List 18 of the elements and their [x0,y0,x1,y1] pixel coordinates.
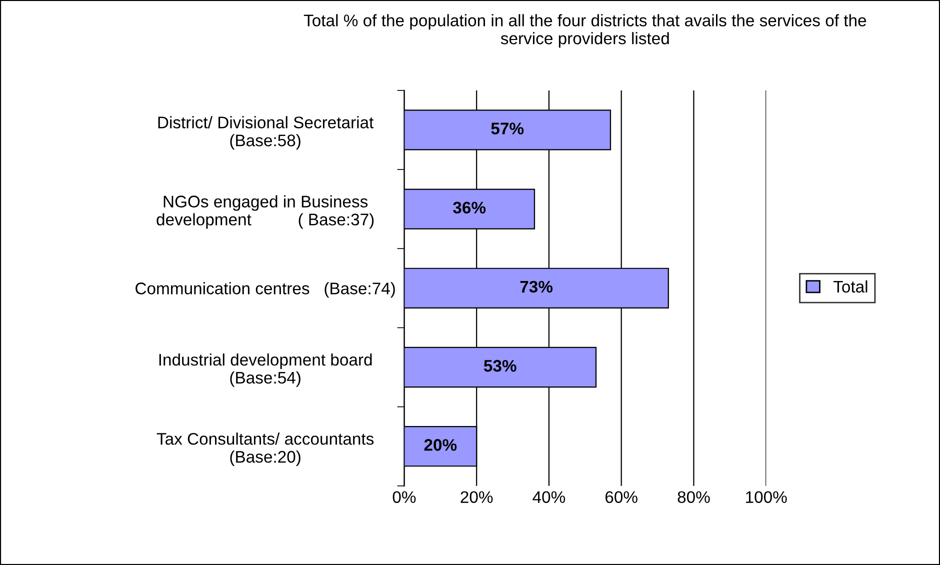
x-tick-label: 60% [606,491,638,504]
legend-label: Total [833,280,868,293]
x-tick-label: 20% [460,491,493,504]
data-label: 36% [453,202,486,214]
x-tick-label: 0% [392,491,416,504]
data-label: 73% [520,280,553,293]
chart-title: Total % of the population in all the four districts that avails the services of the service providers listed [304,14,866,48]
y-tick-label: Tax Consultants/ accountants (Base:20) [156,432,374,466]
x-tick-label: 100% [746,491,787,504]
x-tick-label: 40% [532,491,566,504]
data-label: 20% [424,439,457,451]
y-tick-label: Communication centres (Base:74) [136,282,395,298]
data-label: 57% [491,122,524,134]
x-tick-label: 80% [678,491,710,504]
y-tick-label: Industrial development board (Base:54) [159,353,372,387]
y-tick-label: District/ Divisional Secretariat (Base:58) [158,116,374,150]
y-tick-label: NGOs engaged in Business development ( Base:37) [156,195,374,229]
data-label: 53% [484,360,516,372]
